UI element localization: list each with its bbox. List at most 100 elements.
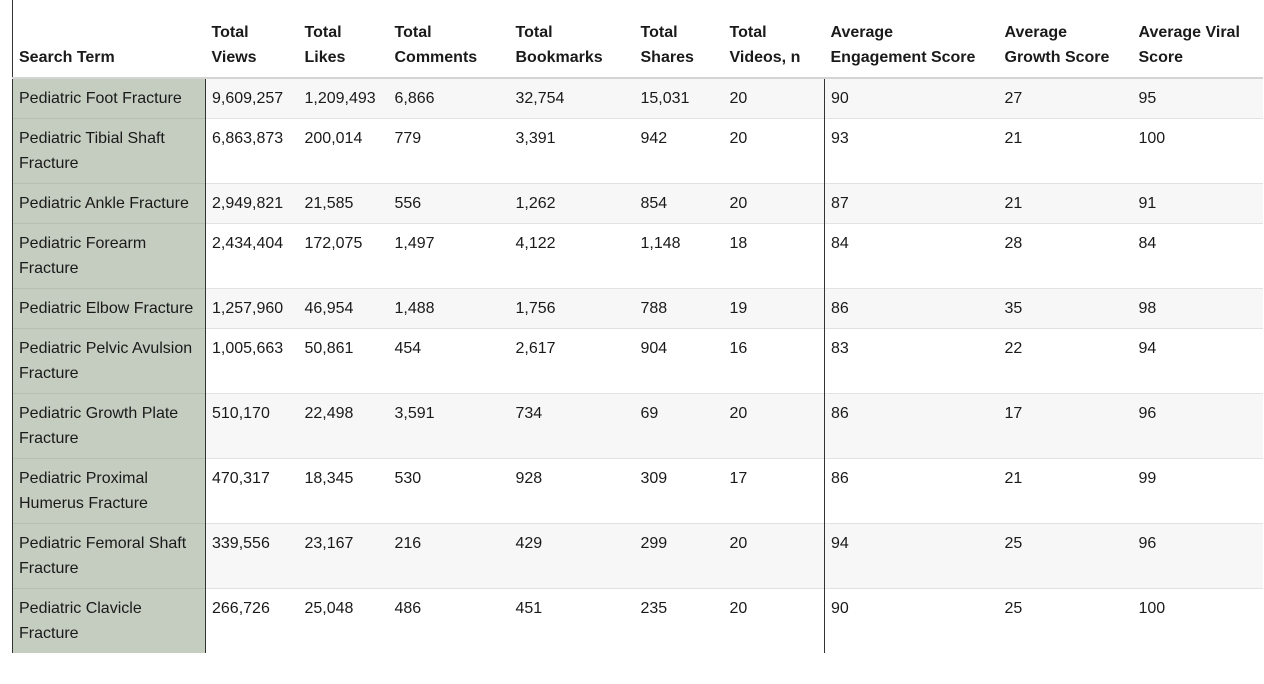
table-cell: 510,170 [205, 393, 299, 459]
data-table: Search Term Total Views Total Likes Total C… [12, 0, 1263, 653]
table-cell: 2,617 [509, 328, 635, 394]
column-header: Total Shares [634, 0, 724, 79]
table-cell: 18 [723, 223, 825, 289]
table-row: Pediatric Clavicle Fracture 266,726 25,048… [12, 588, 1263, 653]
column-header: Average Viral Score [1132, 0, 1263, 79]
table-cell: 21 [998, 118, 1133, 184]
table-cell: 200,014 [298, 118, 389, 184]
table-cell: 20 [723, 588, 825, 653]
table-cell: 788 [634, 288, 724, 329]
table-cell: 21,585 [298, 183, 389, 224]
table-cell: 942 [634, 118, 724, 184]
table-row: Pediatric Ankle Fracture 2,949,821 21,585 5… [12, 183, 1263, 224]
table-cell: 22 [998, 328, 1133, 394]
table-cell: 83 [824, 328, 999, 394]
table-cell: 17 [723, 458, 825, 524]
row-label-cell: Pediatric Elbow Fracture [12, 288, 206, 329]
table-cell: 20 [723, 78, 825, 119]
row-label-cell: Pediatric Foot Fracture [12, 78, 206, 119]
table-row: Pediatric Pelvic Avulsion Fracture 1,005,… [12, 328, 1263, 394]
table-row: Pediatric Femoral Shaft Fracture 339,556 2… [12, 523, 1263, 589]
table-row: Pediatric Foot Fracture 9,609,257 1,209,49… [12, 78, 1263, 119]
table-cell: 299 [634, 523, 724, 589]
table-row: Pediatric Tibial Shaft Fracture 6,863,873… [12, 118, 1263, 184]
table-cell: 309 [634, 458, 724, 524]
table-cell: 556 [388, 183, 510, 224]
row-label-cell: Pediatric Forearm Fracture [12, 223, 206, 289]
row-label-cell: Pediatric Femoral Shaft Fracture [12, 523, 206, 589]
table-cell: 17 [998, 393, 1133, 459]
table-cell: 84 [1132, 223, 1263, 289]
column-header: Total Likes [298, 0, 389, 79]
table-cell: 20 [723, 393, 825, 459]
table-cell: 1,209,493 [298, 78, 389, 119]
column-header: Total Comments [388, 0, 510, 79]
column-header: Average Growth Score [998, 0, 1133, 79]
table-cell: 1,005,663 [205, 328, 299, 394]
table-cell: 22,498 [298, 393, 389, 459]
table-cell: 69 [634, 393, 724, 459]
table-cell: 27 [998, 78, 1133, 119]
table-cell: 339,556 [205, 523, 299, 589]
table-cell: 734 [509, 393, 635, 459]
column-header: Total Bookmarks [509, 0, 635, 79]
table-cell: 470,317 [205, 458, 299, 524]
table-cell: 6,866 [388, 78, 510, 119]
table-cell: 6,863,873 [205, 118, 299, 184]
table-cell: 1,262 [509, 183, 635, 224]
table-cell: 216 [388, 523, 510, 589]
table-cell: 84 [824, 223, 999, 289]
table-cell: 87 [824, 183, 999, 224]
table-cell: 91 [1132, 183, 1263, 224]
table-cell: 18,345 [298, 458, 389, 524]
column-header: Average Engagement Score [824, 0, 999, 79]
table-cell: 429 [509, 523, 635, 589]
table-cell: 235 [634, 588, 724, 653]
table-cell: 3,591 [388, 393, 510, 459]
table-row: Pediatric Growth Plate Fracture 510,170 22… [12, 393, 1263, 459]
table-cell: 25,048 [298, 588, 389, 653]
table-cell: 4,122 [509, 223, 635, 289]
table-cell: 266,726 [205, 588, 299, 653]
column-header: Total Videos, n [723, 0, 825, 79]
table-cell: 93 [824, 118, 999, 184]
table-cell: 1,257,960 [205, 288, 299, 329]
table-cell: 96 [1132, 393, 1263, 459]
row-label-cell: Pediatric Pelvic Avulsion Fracture [12, 328, 206, 394]
table-cell: 50,861 [298, 328, 389, 394]
table-cell: 20 [723, 118, 825, 184]
column-header: Search Term [12, 0, 206, 79]
table-cell: 25 [998, 588, 1133, 653]
column-header: Total Views [205, 0, 299, 79]
table-cell: 98 [1132, 288, 1263, 329]
table-cell: 19 [723, 288, 825, 329]
table-cell: 95 [1132, 78, 1263, 119]
table-cell: 854 [634, 183, 724, 224]
table-cell: 2,434,404 [205, 223, 299, 289]
table-header: Search Term Total Views Total Likes Total C… [12, 0, 1263, 79]
table-cell: 779 [388, 118, 510, 184]
table-cell: 20 [723, 523, 825, 589]
table-cell: 86 [824, 458, 999, 524]
table-body: Pediatric Foot Fracture 9,609,257 1,209,49… [12, 78, 1263, 653]
table-cell: 32,754 [509, 78, 635, 119]
table-row: Pediatric Forearm Fracture 2,434,404 172,0… [12, 223, 1263, 289]
table-cell: 3,391 [509, 118, 635, 184]
table-cell: 530 [388, 458, 510, 524]
table-cell: 28 [998, 223, 1133, 289]
table-cell: 100 [1132, 588, 1263, 653]
table-cell: 172,075 [298, 223, 389, 289]
table-cell: 46,954 [298, 288, 389, 329]
table-row: Pediatric Proximal Humerus Fracture 470,3… [12, 458, 1263, 524]
table-cell: 90 [824, 588, 999, 653]
table-cell: 928 [509, 458, 635, 524]
table-cell: 21 [998, 458, 1133, 524]
table-cell: 94 [1132, 328, 1263, 394]
row-label-cell: Pediatric Ankle Fracture [12, 183, 206, 224]
table-cell: 1,497 [388, 223, 510, 289]
table-cell: 25 [998, 523, 1133, 589]
table-cell: 96 [1132, 523, 1263, 589]
table-cell: 15,031 [634, 78, 724, 119]
table-cell: 86 [824, 288, 999, 329]
